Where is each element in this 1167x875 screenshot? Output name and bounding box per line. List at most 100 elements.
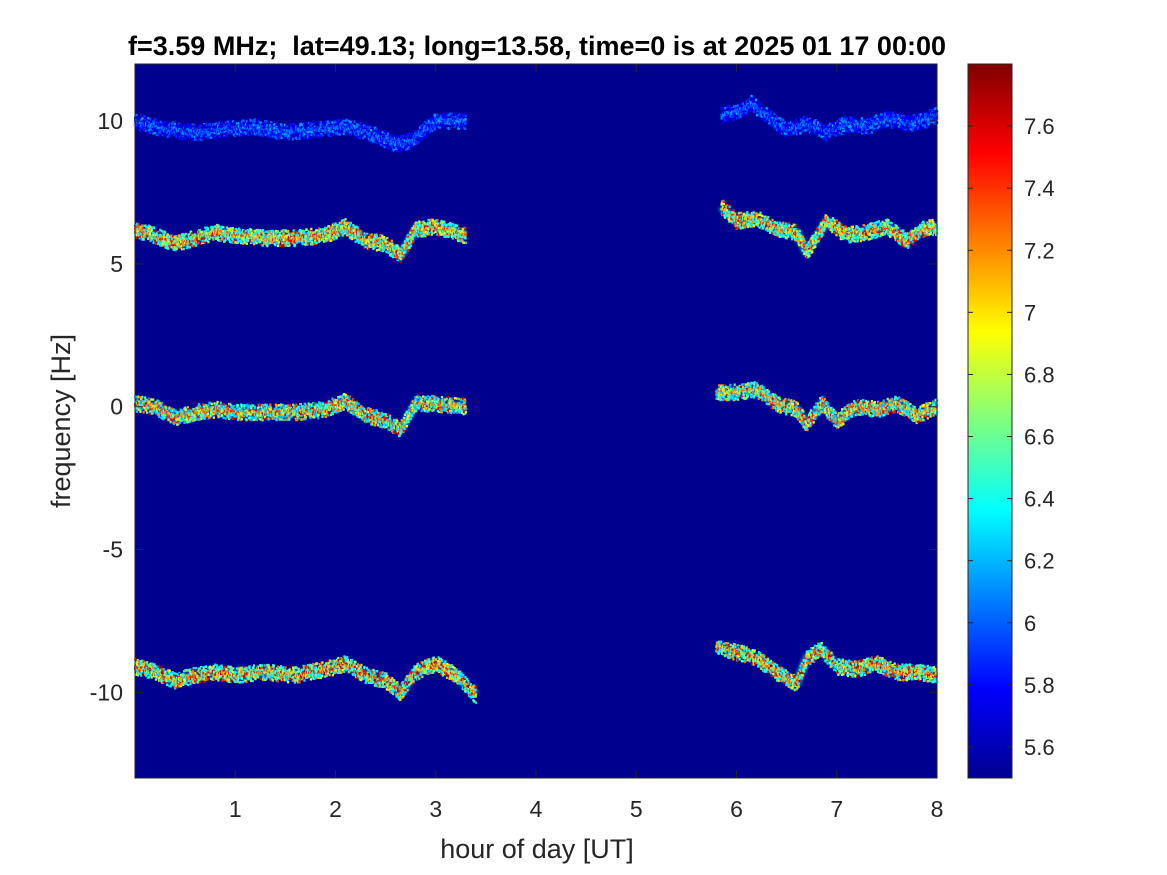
spectral-cell <box>176 130 179 133</box>
spectral-cell <box>305 132 308 135</box>
spectral-cell <box>202 134 205 138</box>
spectral-cell <box>462 115 466 119</box>
spectral-cell <box>310 126 313 130</box>
spectral-cell <box>164 121 167 124</box>
spectral-cell <box>234 241 237 244</box>
spectral-cell <box>315 241 318 244</box>
spectral-cell <box>304 121 307 125</box>
spectral-cell <box>135 236 138 239</box>
spectral-cell <box>297 132 301 135</box>
spectral-cell <box>407 249 410 252</box>
spectral-cell <box>404 148 407 151</box>
spectral-cell <box>336 120 339 124</box>
spectral-cell <box>288 124 291 127</box>
spectral-cell <box>249 133 252 136</box>
spectral-cell <box>307 242 310 245</box>
spectral-cell <box>297 137 300 140</box>
spectral-cell <box>181 127 184 130</box>
spectral-cell <box>167 122 170 125</box>
spectral-cell <box>261 244 264 247</box>
spectral-cell <box>270 130 273 134</box>
spectral-cell <box>274 243 277 247</box>
spectral-cell <box>286 127 289 130</box>
spectral-cell <box>140 119 143 122</box>
spectral-cell <box>375 235 378 238</box>
spectral-cell <box>223 128 226 131</box>
spectral-cell <box>161 122 164 126</box>
spectral-cell <box>262 126 265 130</box>
spectral-cell <box>277 244 280 248</box>
spectral-cell <box>295 137 299 140</box>
spectral-cell <box>159 133 162 137</box>
spectral-cell <box>238 231 241 234</box>
spectral-cell <box>267 135 270 138</box>
spectral-cell <box>135 116 138 119</box>
spectral-cell <box>213 136 216 140</box>
spectral-cell <box>325 120 328 123</box>
spectral-cell <box>162 120 165 124</box>
spectral-cell <box>149 128 152 132</box>
spectral-cell <box>211 123 214 126</box>
spectral-cell <box>176 133 179 137</box>
spectral-cell <box>234 120 237 123</box>
spectral-cell <box>302 127 305 130</box>
spectral-cell <box>189 124 192 127</box>
spectral-cell <box>238 134 241 137</box>
spectral-cell <box>339 233 342 236</box>
spectral-cell <box>359 233 363 236</box>
spectral-cell <box>183 124 186 128</box>
spectral-cell <box>347 221 350 224</box>
spectral-cell <box>290 134 293 137</box>
spectral-cell <box>464 127 467 130</box>
spectral-cell <box>327 133 330 136</box>
spectral-cell <box>212 129 215 133</box>
spectral-cell <box>312 120 315 124</box>
spectral-cell <box>254 122 257 125</box>
spectral-cell <box>226 134 229 137</box>
spectral-cell <box>425 232 429 236</box>
spectral-cell <box>197 124 200 127</box>
spectral-cell <box>257 120 260 124</box>
spectral-cell <box>138 116 141 119</box>
spectral-cell <box>189 128 192 131</box>
spectral-cell <box>184 135 188 138</box>
spectral-cell <box>258 234 261 237</box>
spectral-cell <box>154 131 157 135</box>
spectral-cell <box>301 242 304 246</box>
spectral-cell <box>384 144 387 147</box>
spectral-cell <box>243 129 247 132</box>
spectral-cell <box>231 125 235 129</box>
spectral-cell <box>245 123 248 126</box>
spectral-cell <box>400 145 403 149</box>
spectral-cell <box>159 120 162 124</box>
spectral-cell <box>209 133 212 136</box>
spectral-cell <box>146 120 149 123</box>
spectral-cell <box>243 121 246 125</box>
spectral-cell <box>213 123 216 126</box>
spectral-cell <box>331 128 334 131</box>
spectral-cell <box>152 229 156 232</box>
spectral-cell <box>184 232 188 236</box>
spectral-cell <box>189 243 192 246</box>
spectral-cell <box>138 235 141 239</box>
spectral-cell <box>263 121 266 124</box>
spectral-cell <box>395 150 398 153</box>
spectral-cell <box>275 122 279 125</box>
spectral-cell <box>233 134 237 138</box>
spectral-cell <box>320 126 323 129</box>
spectral-cell <box>283 128 286 132</box>
spectral-cell <box>220 227 223 231</box>
spectral-cell <box>329 236 332 239</box>
spectral-cell <box>199 135 202 138</box>
spectral-cell <box>333 133 336 136</box>
spectral-cell <box>176 124 179 127</box>
spectral-cell <box>438 224 441 227</box>
spectral-cell <box>146 129 149 132</box>
spectral-cell <box>161 133 164 136</box>
spectral-cell <box>337 224 340 227</box>
spectral-cell <box>270 121 273 124</box>
spectral-cell <box>255 241 258 244</box>
spectral-cell <box>435 126 438 130</box>
spectral-cell <box>184 126 187 130</box>
spectral-cell <box>449 126 452 130</box>
